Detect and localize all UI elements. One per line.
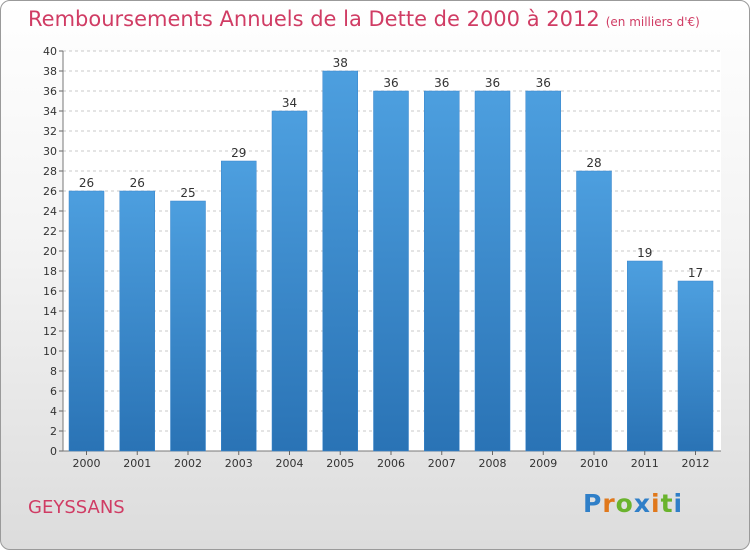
bar-value-label: 19 [637, 246, 652, 260]
x-tick-label: 2008 [479, 457, 507, 470]
logo-letter: o [615, 489, 634, 518]
x-tick-label: 2009 [529, 457, 557, 470]
bar-value-label: 36 [536, 76, 551, 90]
x-tick-label: 2005 [326, 457, 354, 470]
y-tick-label: 0 [50, 445, 57, 458]
y-tick-label: 6 [50, 385, 57, 398]
x-tick-label: 2001 [123, 457, 151, 470]
y-tick-label: 16 [43, 285, 57, 298]
bar-value-label: 26 [130, 176, 145, 190]
logo-letter: i [673, 489, 684, 518]
y-tick-label: 24 [43, 205, 57, 218]
logo-letter: t [660, 489, 674, 518]
y-tick-label: 28 [43, 165, 57, 178]
x-tick-label: 2007 [428, 457, 456, 470]
x-tick-label: 2010 [580, 457, 608, 470]
bar [627, 260, 663, 452]
y-tick-label: 10 [43, 345, 57, 358]
chart-title: Remboursements Annuels de la Dette de 20… [28, 7, 700, 31]
logo-letter: r [602, 489, 616, 518]
bar-value-label: 34 [282, 96, 297, 110]
x-tick-label: 2003 [225, 457, 253, 470]
y-tick-label: 4 [50, 405, 57, 418]
logo-letter: P [583, 489, 603, 518]
y-tick-label: 12 [43, 325, 57, 338]
bar-value-label: 25 [180, 186, 195, 200]
proxiti-logo: Proxiti [583, 489, 683, 518]
bar [322, 70, 358, 452]
y-tick-label: 26 [43, 185, 57, 198]
town-name: GEYSSANS [28, 497, 125, 518]
x-tick-label: 2006 [377, 457, 405, 470]
bar [170, 200, 206, 452]
bar-value-label: 36 [383, 76, 398, 90]
bar [677, 280, 714, 452]
x-tick-label: 2000 [73, 457, 101, 470]
bar [221, 160, 257, 452]
y-tick-label: 20 [43, 245, 57, 258]
chart-subtitle: (en milliers d'€) [605, 15, 700, 29]
x-tick-label: 2011 [631, 457, 659, 470]
bar-value-label: 28 [586, 156, 601, 170]
x-tick-label: 2002 [174, 457, 202, 470]
bar [373, 90, 409, 452]
bar [119, 190, 155, 452]
y-tick-label: 32 [43, 125, 57, 138]
bar [271, 110, 308, 452]
chart-title-text: Remboursements Annuels de la Dette de 20… [28, 7, 600, 31]
bar [474, 90, 511, 452]
y-tick-label: 36 [43, 85, 57, 98]
bar [525, 90, 561, 452]
bar-value-label: 17 [688, 266, 703, 280]
y-tick-label: 2 [50, 425, 57, 438]
bar-value-label: 36 [434, 76, 449, 90]
y-tick-label: 38 [43, 65, 57, 78]
bar-value-label: 36 [485, 76, 500, 90]
x-tick-label: 2004 [276, 457, 304, 470]
y-tick-label: 14 [43, 305, 57, 318]
y-tick-label: 18 [43, 265, 57, 278]
bar-value-label: 26 [79, 176, 94, 190]
logo-letter: i [651, 489, 661, 518]
y-tick-label: 30 [43, 145, 57, 158]
bar [424, 90, 460, 452]
y-tick-label: 34 [43, 105, 57, 118]
x-tick-label: 2012 [682, 457, 710, 470]
y-tick-label: 40 [43, 45, 57, 58]
bar-value-label: 29 [231, 146, 246, 160]
bar-value-label: 38 [333, 56, 348, 70]
bar [576, 170, 612, 452]
y-tick-label: 22 [43, 225, 57, 238]
y-tick-label: 8 [50, 365, 57, 378]
logo-letter: x [633, 489, 651, 518]
bar [68, 190, 105, 452]
